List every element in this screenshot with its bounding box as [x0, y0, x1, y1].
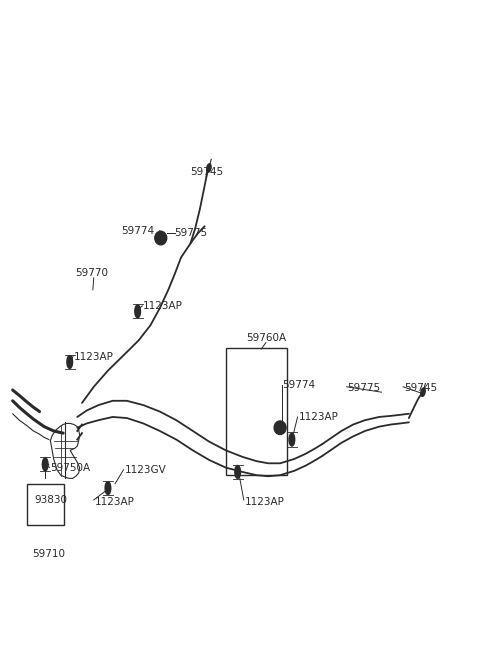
Bar: [226, 348, 287, 475]
Text: 1123GV: 1123GV: [124, 465, 166, 475]
Circle shape: [105, 481, 111, 495]
Text: 59750A: 59750A: [50, 462, 91, 473]
Text: 59745: 59745: [404, 383, 437, 393]
Text: 59770: 59770: [75, 268, 108, 278]
Text: 59774: 59774: [121, 225, 154, 236]
Ellipse shape: [274, 421, 286, 434]
Text: 59745: 59745: [191, 166, 224, 177]
Text: 1123AP: 1123AP: [144, 301, 183, 311]
Text: 59774: 59774: [282, 380, 315, 390]
Text: 59710: 59710: [33, 549, 65, 559]
Ellipse shape: [421, 388, 425, 396]
Text: 1123AP: 1123AP: [245, 497, 285, 507]
Circle shape: [289, 433, 295, 446]
Text: 59760A: 59760A: [246, 333, 286, 343]
Text: 59775: 59775: [174, 228, 207, 238]
Text: 1123AP: 1123AP: [74, 352, 114, 362]
Circle shape: [42, 458, 48, 471]
Bar: [27, 484, 63, 525]
Circle shape: [135, 305, 141, 318]
Text: 1123AP: 1123AP: [95, 497, 134, 507]
Text: 59775: 59775: [348, 383, 381, 393]
Ellipse shape: [155, 231, 167, 245]
Text: 93830: 93830: [35, 495, 68, 505]
Ellipse shape: [207, 164, 211, 172]
Text: 1123AP: 1123AP: [299, 412, 338, 422]
Circle shape: [235, 466, 240, 478]
Circle shape: [67, 356, 72, 369]
